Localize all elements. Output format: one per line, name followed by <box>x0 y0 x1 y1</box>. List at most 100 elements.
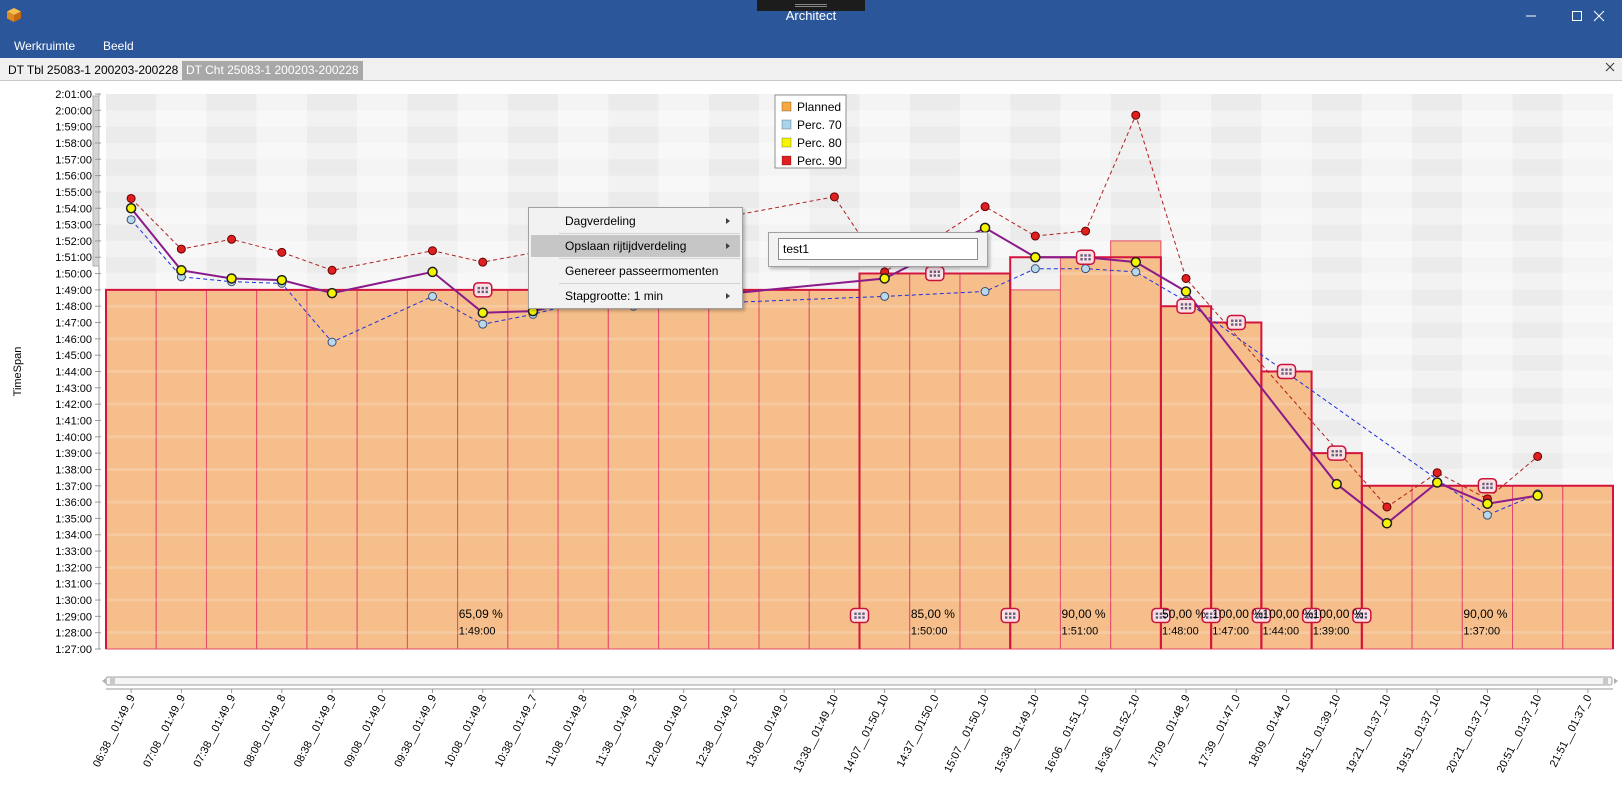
handle-dot <box>1235 323 1238 326</box>
planned-bar <box>607 289 660 650</box>
level-handle[interactable] <box>1276 363 1297 380</box>
segment-percent-label: 50,00 % <box>1162 607 1206 621</box>
handle-dot <box>1184 307 1188 310</box>
level-handle[interactable] <box>1226 314 1246 331</box>
handle-dot <box>1306 616 1309 619</box>
perc-70-point <box>980 287 990 297</box>
handle-dot <box>477 290 480 294</box>
perc-70-point <box>1030 264 1040 274</box>
y-tick-label: 1:55:00 <box>55 187 92 199</box>
segment-boundary-handle[interactable] <box>1201 607 1221 624</box>
segment-time-label: 1:48:00 <box>1162 625 1199 637</box>
x-tick-label: 20:21__01:37_10 <box>1445 693 1495 775</box>
close-tab-icon[interactable] <box>1604 61 1616 73</box>
perc-80-point <box>979 222 991 234</box>
level-handle[interactable] <box>1477 478 1498 494</box>
menu-werkruimte[interactable]: Werkruimte <box>14 39 76 53</box>
planned-bar <box>959 273 1011 650</box>
handle-dot <box>1482 486 1485 489</box>
handle-dot <box>1088 254 1091 257</box>
level-handle[interactable] <box>925 265 945 282</box>
ctx-dagverdeling[interactable]: Dagverdeling <box>531 210 740 232</box>
x-tick-label: 07:08__01:49_9 <box>141 693 188 769</box>
y-tick-label: 1:59:00 <box>55 122 92 134</box>
x-tick-label: 17:09__01:48_9 <box>1146 693 1193 769</box>
level-handle[interactable] <box>473 282 493 298</box>
tab-dt-tbl[interactable]: DT Tbl 25083-1 200203-200228 <box>8 63 179 77</box>
perc-90-point <box>1181 273 1191 283</box>
handle-dot <box>933 274 937 277</box>
segment-boundary-handle[interactable] <box>1000 607 1020 624</box>
planned-bar <box>909 273 961 650</box>
handle-dot <box>1188 303 1192 306</box>
level-handle[interactable] <box>1326 445 1347 461</box>
segment-percent-label: 100,00 % <box>1262 607 1313 621</box>
handle-dot <box>1188 307 1192 310</box>
handle-dot <box>1335 453 1338 457</box>
handle-dot <box>1205 616 1209 619</box>
handle-dot <box>1331 450 1334 453</box>
segment-percent-label: 100,00 % <box>1313 607 1364 621</box>
perc-80-point <box>226 273 237 284</box>
handle-dot <box>1235 319 1238 322</box>
tab-dt-cht[interactable]: DT Cht 25083-1 200203-200228 <box>182 61 363 80</box>
segment-boundary-handle[interactable] <box>1301 607 1322 624</box>
legend-swatch <box>781 119 792 130</box>
drag-grip-handle[interactable] <box>757 0 865 11</box>
ctx-stapgrootte[interactable]: Stapgrootte: 1 min <box>531 285 740 307</box>
level-handle[interactable] <box>1176 298 1196 314</box>
legend-swatch <box>781 137 792 148</box>
x-scrollbar-thumb[interactable] <box>105 676 1613 686</box>
cube-icon <box>7 8 21 22</box>
x-tick-label: 18:51__01:39_10 <box>1294 693 1344 775</box>
document-tab-bar: DT Tbl 25083-1 200203-200228 DT Cht 2508… <box>0 58 1622 81</box>
y-tick-label: 1:48:00 <box>55 301 92 313</box>
ctx-dagverdeling-label: Dagverdeling <box>565 214 636 228</box>
handle-dot <box>933 270 937 273</box>
level-handle[interactable] <box>1075 249 1096 265</box>
segment-time-label: 1:49:00 <box>459 625 496 637</box>
x-tick-label: 19:21__01:37_10 <box>1344 693 1394 775</box>
handle-dot <box>1209 612 1213 615</box>
maximize-icon[interactable] <box>1554 0 1600 32</box>
perc-90-point <box>428 246 438 256</box>
segment-time-label: 1:39:00 <box>1313 625 1350 637</box>
y-scrollbar-thumb[interactable] <box>92 95 100 267</box>
ctx-opslaan-rijtijdverdeling[interactable]: Opslaan rijtijdverdeling <box>531 235 740 257</box>
drag-handle-icon <box>1151 607 1171 624</box>
perc-90-point <box>1432 468 1442 478</box>
drag-handle-icon <box>1276 363 1297 380</box>
legend-label: Perc. 80 <box>797 136 842 150</box>
perc-80-point <box>176 265 187 276</box>
title-bar: Architect <box>0 0 1622 32</box>
drag-handle-icon <box>1326 445 1347 461</box>
y-tick-label: 1:41:00 <box>55 415 92 427</box>
perc-80-point <box>1482 498 1493 509</box>
segment-boundary-handle[interactable] <box>849 607 870 624</box>
x-tick-label: 11:38__01:49_9 <box>594 693 640 769</box>
minimize-icon[interactable] <box>1508 0 1554 32</box>
x-tick-label: 08:08__01:49_8 <box>242 693 289 769</box>
planned-bar <box>406 289 459 650</box>
drag-handle-icon <box>1176 298 1196 314</box>
handle-dot <box>1314 616 1317 619</box>
perc-80-point <box>427 266 438 278</box>
perc-90-point <box>126 193 136 203</box>
perc-80-point <box>1532 490 1543 501</box>
y-tick-label: 1:34:00 <box>55 530 92 542</box>
rijtijd-chart[interactable]: 65,09 % 1:49:00 85,00 % 1:50:00 90,00 % 1:51:… <box>0 77 1622 800</box>
menu-beeld[interactable]: Beeld <box>103 39 134 53</box>
segment-boundary-handle[interactable] <box>1251 607 1272 624</box>
x-tick-label: 11:08__01:49_8 <box>543 693 589 769</box>
handle-dot <box>1159 612 1163 615</box>
ctx-genereer-passeermomenten[interactable]: Genereer passeermomenten <box>531 260 740 282</box>
scroll-left-arrow-icon <box>102 678 106 684</box>
save-submenu <box>768 232 988 267</box>
handle-dot <box>1264 616 1267 619</box>
segment-boundary-handle[interactable] <box>1151 607 1171 624</box>
segment-boundary-handle[interactable] <box>1352 607 1372 624</box>
distribution-name-input[interactable] <box>778 238 978 260</box>
close-icon[interactable] <box>1576 0 1622 32</box>
x-tick-label: 06:38__01:49_9 <box>91 693 138 769</box>
y-tick-label: 1:27:00 <box>55 644 92 656</box>
